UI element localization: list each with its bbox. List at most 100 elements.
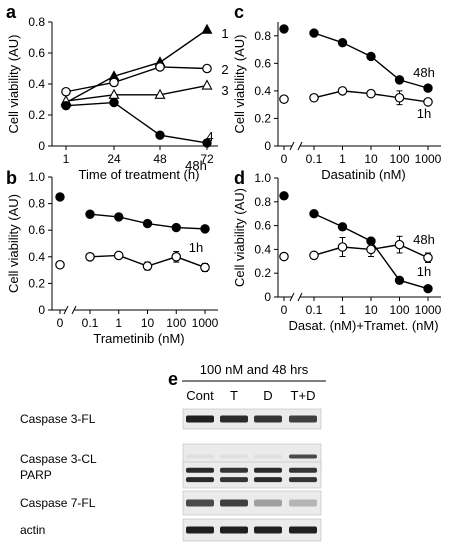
data-point [423,283,433,294]
series-label: 3 [221,83,228,98]
series-label: 2 [221,62,228,77]
x-tick-label: 10 [364,152,378,166]
series-1h: 1h [279,235,433,279]
series-line [65,84,208,102]
x-tick-label: 24 [107,152,121,166]
series-label: 48h [413,232,435,247]
control-point [55,192,65,202]
chart-b: 0 0.2 0.4 0.6 0.8 1.0 Cell viability (AU) 0 0.1 1… [6,158,219,346]
series-48h: 48h [279,191,435,294]
y-axis-label: Cell viability (AU) [6,194,21,293]
panel-label-d: d [234,168,245,188]
y-tick-label: 0.2 [254,266,271,280]
data-point [113,250,124,261]
blot-band [289,477,317,483]
blot-band [186,477,214,483]
control-point [279,24,289,34]
western-blot: 100 nM and 48 hrs Cont T D T+D Caspase 3-FL… [20,362,326,542]
x-tick-label: 0 [281,152,288,166]
blot-band [289,526,317,534]
series-label: 48h [413,65,435,80]
data-point [154,88,166,99]
data-point [202,138,212,148]
x-tick-label: 1000 [415,303,442,317]
y-tick-label: 0 [38,303,45,317]
y-tick-label: 0.2 [28,276,45,290]
x-axis-label: Trametinib (nM) [93,331,184,346]
x-tick-label: 1 [339,303,346,317]
y-tick-label: 0.8 [28,197,45,211]
blot-row-label: Caspase 7-FL [20,496,96,510]
chart-d: 0 0.2 0.4 0.6 0.8 1.0 Cell viability (AU) 0 0.1 1… [232,171,442,333]
series-label: 1 [221,26,228,41]
data-point [394,75,405,85]
data-point [423,252,433,263]
data-point [114,212,124,222]
data-point [337,222,348,232]
panel-label-a: a [6,2,17,22]
y-axis-label: Cell viability (AU) [6,35,21,134]
data-point [309,28,319,38]
blot-band [289,499,317,507]
lane-label: T+D [291,388,316,403]
blot-band [254,477,282,483]
panel-label-c: c [234,2,244,22]
data-point [202,63,212,74]
blot-band [186,467,214,473]
y-tick-label: 0.8 [254,195,271,209]
data-point [337,37,348,48]
data-point [394,275,405,286]
blot-row: Caspase 7-FL [20,490,322,516]
x-tick-label: 0.1 [306,303,323,317]
x-tick-label: 1000 [415,152,442,166]
series-line [65,101,208,144]
blot-row-label: Caspase 3-FL [20,412,96,426]
x-tick-label: 0 [281,303,288,317]
blot-band [220,415,248,423]
y-tick-label: 0 [38,139,45,153]
y-tick-label: 0 [264,290,271,304]
data-point [109,77,119,88]
blot-band [186,499,214,507]
axis-break-mark [297,292,303,302]
axis-break-mark [71,305,77,315]
blot-band [254,454,282,459]
data-point [423,97,433,107]
panel-label-e: e [168,369,178,389]
blot-title: 100 nM and 48 hrs [200,362,309,377]
data-point [61,101,71,111]
blot-membrane [182,408,322,430]
x-tick-label: 10 [364,303,378,317]
axis-break-mark [297,141,303,151]
blot-band [220,467,248,473]
y-tick-label: 0.2 [254,111,271,125]
blot-band [220,454,248,459]
x-tick-label: 0 [57,316,64,330]
data-point [108,88,120,99]
data-point [155,130,165,140]
data-point [142,261,153,271]
y-axis-label: Cell viability (AU) [232,35,247,134]
control-point [279,191,289,201]
blot-band [220,526,248,534]
blot-band [186,415,214,423]
data-point [171,222,181,233]
data-point [309,92,319,103]
series-2: 2 [61,62,229,97]
axis-break-mark [63,305,69,315]
x-axis-label: Dasatinib (nM) [321,167,406,182]
series-label: 1h [189,240,203,255]
data-point [394,239,405,250]
series-48h: 48h [279,24,435,93]
blot-row-label: Caspase 3-CL [20,452,97,466]
x-axis-label: Dasat. (nM)+Tramet. (nM) [288,318,438,333]
data-point [61,86,71,97]
series-label: 1h [417,106,431,121]
y-tick-label: 0 [264,139,271,153]
series-48h: 48h [55,158,210,234]
chart-c: 0 0.2 0.4 0.6 0.8 Cell viability (AU) 0 0.1 1 10 1… [232,22,442,182]
blot-band [254,526,282,534]
blot-band [186,526,214,534]
data-point [142,218,153,229]
blot-band [289,467,317,473]
